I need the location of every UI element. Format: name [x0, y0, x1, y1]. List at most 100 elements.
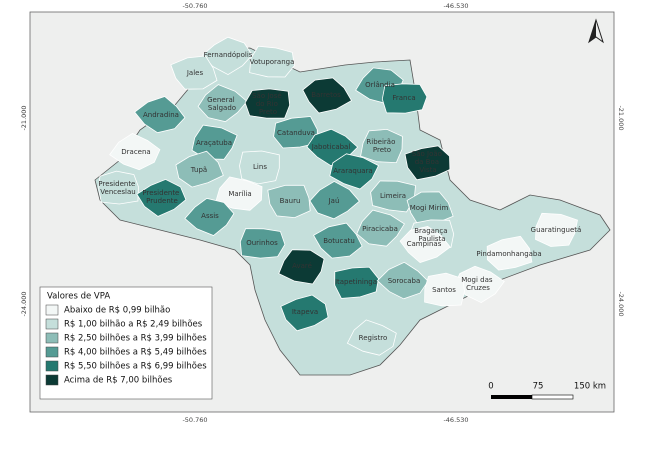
region-label: Marília: [228, 190, 251, 198]
region-label: Fernandópolis: [204, 51, 253, 59]
region-label: Assis: [201, 212, 219, 220]
region: [424, 272, 465, 307]
region: [346, 319, 397, 356]
region: [109, 132, 161, 171]
legend-swatch: [45, 374, 59, 386]
region: [134, 96, 186, 134]
region-label: Barretos: [311, 91, 341, 99]
region-label: Bauru: [280, 197, 301, 205]
region: [486, 235, 533, 271]
legend-swatch: [45, 360, 59, 372]
coord-label: -50.760: [182, 2, 207, 10]
region-label: Dracena: [121, 148, 150, 156]
region: [170, 55, 218, 90]
region-label: Botucatu: [323, 237, 355, 245]
region-label: Limeira: [380, 192, 406, 200]
region-label: Araraquara: [333, 167, 372, 175]
coord-label: -21.000: [617, 105, 625, 130]
region-label: Campinas: [407, 240, 442, 248]
coord-label: -46.530: [443, 416, 468, 424]
region-label: General Salgado: [207, 96, 237, 112]
coord-label: -46.530: [443, 2, 468, 10]
region-label: Mogi Mirim: [410, 204, 449, 212]
region-label: Jaú: [328, 197, 340, 205]
region: [535, 212, 578, 247]
legend-swatch: [45, 304, 59, 316]
region-label: Santos: [432, 286, 456, 294]
region-label: Catanduva: [277, 129, 315, 137]
region: [381, 83, 428, 114]
region-label: Piracicaba: [362, 225, 398, 233]
region-label: Votuporanga: [250, 58, 295, 66]
region-label: Pindamonhangaba: [476, 250, 541, 258]
region: [329, 153, 380, 190]
region-label: Itapetininga: [335, 278, 377, 286]
region: [360, 128, 403, 164]
region-label: Tupã: [190, 166, 207, 174]
legend-label: R$ 4,00 bilhões a R$ 5,49 bilhões: [64, 348, 207, 358]
coord-label: -24.000: [617, 291, 625, 316]
region-label: Jales: [186, 69, 204, 77]
region: [370, 180, 416, 213]
legend-label: Abaixo de R$ 0,99 bilhão: [64, 306, 170, 316]
region: [376, 261, 429, 300]
region-label: Presidente Prudente: [142, 189, 181, 205]
scale-label: 150 km: [574, 382, 606, 392]
legend-swatch: [45, 332, 59, 344]
region-label: Araçatuba: [196, 139, 232, 147]
region: [202, 36, 253, 76]
legend-swatch: [45, 318, 59, 330]
region: [244, 88, 291, 119]
region-label: Ourinhos: [246, 239, 278, 247]
region: [334, 266, 379, 299]
legend-title: Valores de VPA: [47, 292, 110, 302]
coord-label: -50.760: [182, 416, 207, 424]
region-label: Lins: [253, 163, 267, 171]
legend-label: R$ 2,50 bilhões a R$ 3,99 bilhões: [64, 334, 207, 344]
region: [249, 45, 295, 78]
region: [175, 150, 224, 188]
region-label: Andradina: [143, 111, 179, 119]
region: [98, 170, 139, 205]
region-label: São José do Rio Preto: [252, 92, 284, 116]
region: [356, 209, 405, 247]
region: [399, 225, 451, 263]
region-label: Ribeirão Preto: [366, 138, 397, 154]
north-arrow: [588, 18, 604, 44]
region: [239, 228, 286, 259]
region-label: Bragança Paulista: [414, 227, 450, 243]
scale-bar: 0 75 150 km: [488, 382, 606, 400]
region-label: Guaratinguetá: [531, 226, 582, 234]
region-label: Registro: [359, 334, 388, 342]
scale-label: 0: [488, 382, 493, 392]
legend-label: R$ 5,50 bilhões a R$ 6,99 bilhões: [64, 362, 207, 372]
legend: Valores de VPA Abaixo de R$ 0,99 bilhão R…: [39, 286, 213, 400]
region: [267, 184, 311, 219]
legend-label: R$ 1,00 bilhão a R$ 2,49 bilhões: [64, 320, 203, 330]
region-label: Avaré: [292, 262, 312, 270]
region-label: São João da Boa Vista: [412, 150, 444, 174]
region-label: Sorocaba: [388, 277, 421, 285]
region: [136, 178, 187, 217]
region: [309, 180, 360, 220]
region-label: Itapeva: [292, 308, 318, 316]
legend-label: Acima de R$ 7,00 bilhões: [64, 376, 173, 386]
region: [184, 197, 235, 236]
region: [280, 294, 329, 332]
region: [302, 77, 353, 114]
legend-box: [39, 286, 213, 400]
region-label: Jaboticabal: [311, 143, 351, 151]
region-label: Orlândia: [365, 81, 395, 89]
region-label: Mogi das Cruzes: [461, 276, 495, 292]
region: [404, 145, 451, 181]
region: [278, 249, 325, 285]
region-label: Presidente Venceslau: [98, 180, 137, 196]
coord-label: -24.000: [20, 291, 28, 316]
region-label: Franca: [392, 94, 415, 102]
legend-swatch: [45, 346, 59, 358]
region: [313, 222, 363, 259]
coord-label: -21.000: [20, 105, 28, 130]
region: [239, 150, 280, 185]
scale-label: 75: [533, 382, 544, 392]
